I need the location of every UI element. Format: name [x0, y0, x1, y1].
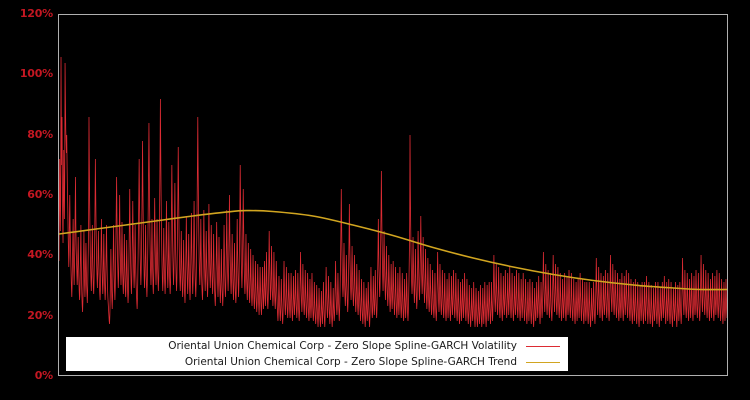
legend-line-swatch-volatility: [526, 345, 560, 347]
volatility-series-line: [59, 56, 727, 328]
legend-label-volatility: Oriental Union Chemical Corp - Zero Slop…: [168, 340, 517, 352]
y-axis-tick-60: 60%: [27, 188, 53, 201]
y-axis-tick-labels: 0% 20% 40% 60% 80% 100% 120%: [0, 0, 53, 400]
trend-series-line: [59, 209, 727, 291]
legend-label-trend: Oriental Union Chemical Corp - Zero Slop…: [184, 356, 517, 368]
legend-entry-trend: Oriental Union Chemical Corp - Zero Slop…: [66, 354, 568, 370]
legend-entry-volatility: Oriental Union Chemical Corp - Zero Slop…: [66, 338, 568, 354]
y-axis-tick-20: 20%: [27, 308, 53, 322]
y-axis-tick-100: 100%: [19, 67, 53, 81]
plot-svg: [59, 56, 727, 328]
y-axis-tick-80: 80%: [27, 127, 53, 141]
y-axis-tick-0: 0%: [34, 369, 53, 382]
plot-area: [58, 14, 728, 376]
chart-legend: Oriental Union Chemical Corp - Zero Slop…: [66, 337, 568, 371]
y-axis-tick-120: 120%: [19, 7, 53, 20]
legend-line-swatch-trend: [526, 361, 560, 363]
y-axis-tick-40: 40%: [27, 248, 53, 262]
